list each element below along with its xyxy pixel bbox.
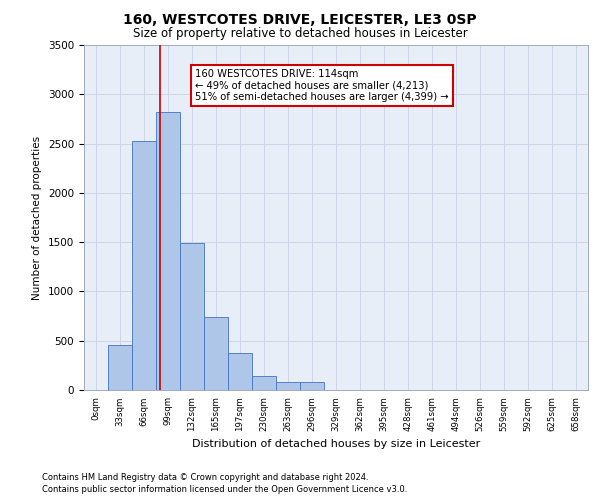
Text: 160 WESTCOTES DRIVE: 114sqm
← 49% of detached houses are smaller (4,213)
51% of : 160 WESTCOTES DRIVE: 114sqm ← 49% of det… [195,69,449,102]
Bar [180,243,204,390]
Bar [204,317,228,390]
Text: Contains HM Land Registry data © Crown copyright and database right 2024.: Contains HM Land Registry data © Crown c… [42,472,368,482]
Text: Contains public sector information licensed under the Open Government Licence v3: Contains public sector information licen… [42,485,407,494]
Bar [252,376,276,390]
Y-axis label: Number of detached properties: Number of detached properties [32,136,43,300]
Bar [132,140,156,390]
Bar [276,382,300,390]
Bar [156,112,180,390]
X-axis label: Distribution of detached houses by size in Leicester: Distribution of detached houses by size … [192,440,480,450]
Bar [228,353,252,390]
Bar [300,382,324,390]
Text: 160, WESTCOTES DRIVE, LEICESTER, LE3 0SP: 160, WESTCOTES DRIVE, LEICESTER, LE3 0SP [123,12,477,26]
Text: Size of property relative to detached houses in Leicester: Size of property relative to detached ho… [133,28,467,40]
Bar [108,344,132,390]
